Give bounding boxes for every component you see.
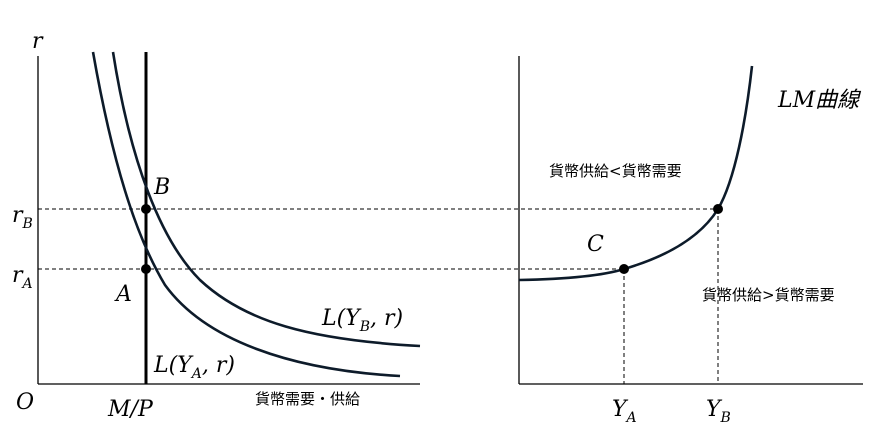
upper-region-label: 貨幣供給<貨幣需要 <box>549 162 682 180</box>
point-a-label: A <box>114 282 132 307</box>
point-b-label: B <box>153 175 170 200</box>
point-a-dot <box>141 264 151 274</box>
curve-yb-label: L(YB, r) <box>321 306 403 335</box>
point-b-dot <box>141 204 151 214</box>
lm-curve-label: LM曲線 <box>777 88 862 113</box>
left-x-axis-label: 貨幣需要・供給 <box>255 390 360 408</box>
left-y-axis-label: r <box>32 29 44 54</box>
point-c-label: C <box>587 232 604 257</box>
ya-tick-label: YA <box>612 397 637 426</box>
lower-region-label: 貨幣供給>貨幣需要 <box>702 286 835 304</box>
curve-ya-label: L(YA, r) <box>153 353 235 382</box>
ra-tick-label: rA <box>12 263 33 292</box>
demand-curve-yb <box>111 51 421 348</box>
point-yb-dot <box>713 204 723 214</box>
point-c-dot <box>619 264 629 274</box>
origin-label: O <box>16 390 34 415</box>
lm-curve <box>518 65 754 282</box>
rb-tick-label: rB <box>12 203 33 232</box>
demand-curve-ya <box>91 51 401 378</box>
yb-tick-label: YB <box>706 397 731 426</box>
m-over-p-label: M/P <box>107 397 154 422</box>
